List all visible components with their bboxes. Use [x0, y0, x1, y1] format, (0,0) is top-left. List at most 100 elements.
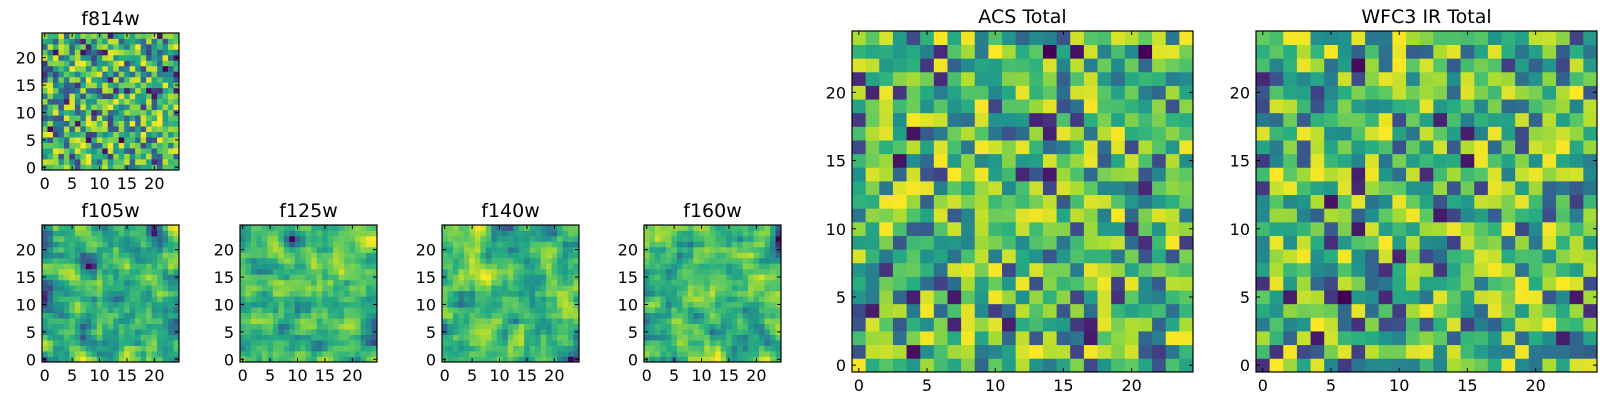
- heatmap-cell: [366, 263, 372, 270]
- heatmap-cell: [289, 290, 296, 297]
- heatmap-cell: [480, 351, 487, 357]
- heatmap-cell: [649, 301, 656, 308]
- heatmap-cell: [52, 241, 59, 248]
- heatmap-cell: [687, 285, 694, 292]
- heatmap-cell: [151, 71, 158, 78]
- heatmap-cell: [333, 345, 339, 352]
- heatmap-cell: [947, 126, 962, 141]
- heatmap-cell: [261, 246, 268, 253]
- heatmap-cell: [157, 301, 163, 308]
- heatmap-cell: [113, 153, 120, 160]
- heatmap-cell: [906, 249, 921, 264]
- heatmap-cell: [474, 290, 481, 297]
- heatmap-cell: [491, 301, 498, 308]
- heatmap-cell: [63, 43, 70, 50]
- heatmap-cell: [906, 44, 921, 59]
- y-tick-label: 10: [618, 295, 638, 314]
- heatmap-cell: [974, 276, 989, 291]
- heatmap-cell: [502, 290, 509, 297]
- heatmap-cell: [540, 356, 547, 363]
- heatmap-cell: [1269, 112, 1284, 127]
- heatmap-cell: [74, 109, 81, 116]
- heatmap-cell: [474, 334, 481, 341]
- heatmap-cell: [349, 334, 356, 341]
- heatmap-cell: [1138, 317, 1153, 332]
- heatmap-cell: [283, 318, 290, 324]
- heatmap-cell: [1324, 71, 1339, 86]
- heatmap-cell: [47, 137, 54, 143]
- heatmap-cell: [961, 194, 976, 209]
- heatmap-cell: [316, 279, 323, 286]
- heatmap-cell: [278, 318, 285, 324]
- heatmap-cell: [507, 334, 514, 341]
- heatmap-cell: [974, 167, 989, 182]
- heatmap-cell: [709, 323, 716, 330]
- heatmap-cell: [1528, 276, 1543, 291]
- heatmap-cell: [1406, 99, 1421, 114]
- heatmap-cell: [316, 230, 323, 237]
- heatmap-cell: [245, 235, 252, 242]
- heatmap-cell: [1056, 194, 1071, 209]
- heatmap-cell: [256, 279, 263, 286]
- heatmap-cell: [1015, 140, 1030, 155]
- heatmap-cell: [865, 44, 880, 59]
- heatmap-cell: [557, 235, 563, 242]
- heatmap-cell: [300, 230, 307, 237]
- heatmap-cell: [1474, 71, 1489, 86]
- heatmap-cell: [865, 181, 880, 196]
- heatmap-cell: [355, 230, 361, 237]
- heatmap-cell: [118, 235, 125, 242]
- heatmap-cell: [146, 279, 152, 286]
- heatmap-cell: [91, 246, 98, 253]
- heatmap-cell: [63, 268, 70, 275]
- heatmap-cell: [1152, 112, 1167, 127]
- heatmap-cell: [947, 317, 962, 332]
- heatmap-cell: [1124, 194, 1139, 209]
- heatmap-cell: [311, 225, 318, 231]
- heatmap-cell: [1351, 126, 1366, 141]
- heatmap-cell: [660, 252, 667, 259]
- heatmap-cell: [463, 257, 470, 264]
- heatmap-cell: [535, 334, 541, 341]
- heatmap-cell: [1378, 194, 1393, 209]
- heatmap-cell: [906, 317, 921, 332]
- heatmap-cell: [1419, 126, 1434, 141]
- y-tick-label: 10: [826, 220, 846, 239]
- heatmap-cell: [447, 307, 454, 314]
- heatmap-cell: [480, 274, 487, 281]
- heatmap-cell: [1433, 85, 1448, 100]
- heatmap-cell: [366, 351, 372, 357]
- heatmap-cell: [469, 274, 476, 281]
- heatmap-cell: [162, 257, 169, 264]
- heatmap-cell: [1474, 317, 1489, 332]
- heatmap-cell: [892, 99, 907, 114]
- heatmap-cell: [267, 312, 274, 319]
- heatmap-cell: [1111, 249, 1126, 264]
- heatmap-cell: [146, 115, 152, 122]
- heatmap-cell: [355, 307, 361, 314]
- heatmap-cell: [96, 246, 103, 253]
- heatmap-cell: [1015, 235, 1030, 250]
- heatmap-cell: [168, 82, 174, 89]
- heatmap-cell: [1487, 331, 1502, 346]
- heatmap-cell: [1542, 262, 1557, 277]
- heatmap-cell: [168, 115, 174, 122]
- heatmap-cell: [1392, 262, 1407, 277]
- heatmap-cell: [80, 301, 87, 308]
- heatmap-cell: [568, 296, 574, 303]
- heatmap-cell: [256, 230, 263, 237]
- heatmap-cell: [135, 290, 141, 297]
- heatmap-cell: [1487, 358, 1502, 373]
- heatmap-cell: [1460, 58, 1475, 73]
- heatmap-cell: [162, 109, 169, 116]
- heatmap-cell: [113, 115, 120, 122]
- heatmap-cell: [129, 153, 136, 160]
- heatmap-cell: [256, 274, 263, 281]
- heatmap-cell: [113, 345, 120, 352]
- heatmap-cell: [96, 285, 103, 292]
- heatmap-cell: [1337, 249, 1352, 264]
- heatmap-cell: [173, 279, 180, 286]
- heatmap-cell: [540, 329, 547, 335]
- heatmap-cell: [52, 60, 59, 67]
- heatmap-cell: [173, 33, 180, 39]
